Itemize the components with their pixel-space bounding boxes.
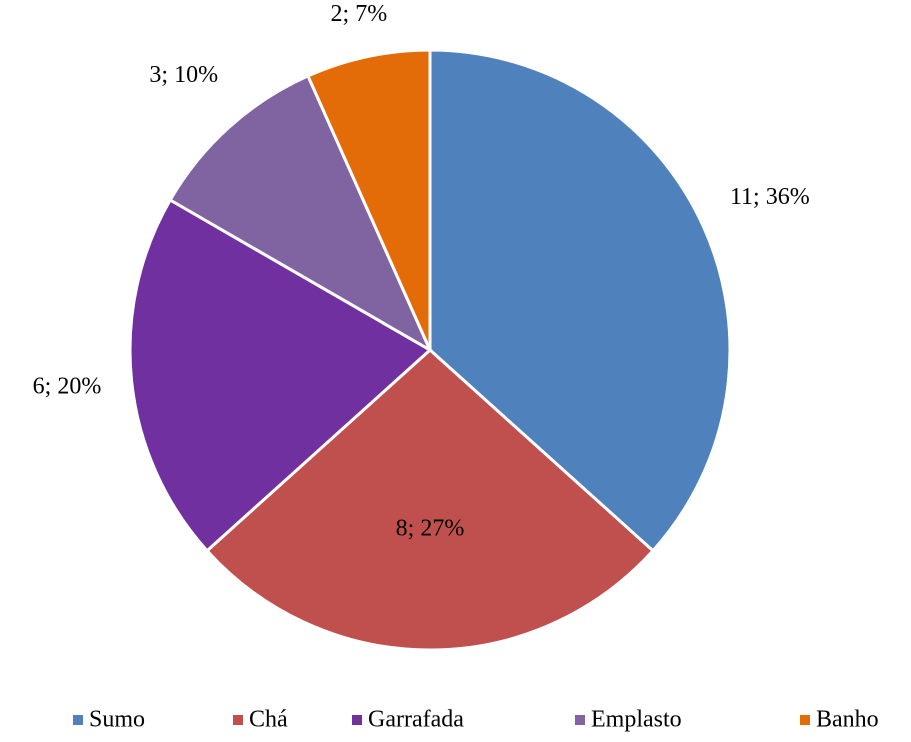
pie-slice <box>428 48 732 553</box>
legend-label: Garrafada <box>368 707 464 733</box>
legend-swatch <box>575 715 585 725</box>
pie-slice <box>128 197 433 553</box>
legend-label: Sumo <box>89 707 145 733</box>
data-label: 6; 20% <box>33 374 102 400</box>
legend-label: Chá <box>249 707 288 733</box>
legend-swatch <box>800 715 810 725</box>
data-label: 3; 10% <box>149 62 218 88</box>
legend-label: Emplasto <box>591 707 682 733</box>
data-label: 8; 27% <box>396 516 465 542</box>
data-label: 11; 36% <box>730 184 810 210</box>
pie-slice <box>305 48 432 351</box>
pie-slice <box>204 347 656 652</box>
legend-swatch <box>73 715 83 725</box>
legend-label: Banho <box>816 707 879 733</box>
legend-swatch <box>352 715 362 725</box>
data-label: 2; 7% <box>331 1 388 27</box>
legend-swatch <box>233 715 243 725</box>
pie-slice <box>168 73 434 354</box>
